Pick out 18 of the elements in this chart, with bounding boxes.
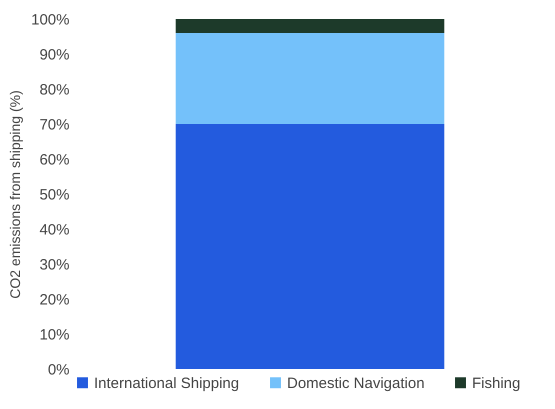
y-tick-label: 30% bbox=[39, 256, 70, 274]
bar bbox=[176, 124, 444, 369]
y-tick-label: 80% bbox=[39, 82, 70, 98]
legend-label: Fishing bbox=[472, 374, 520, 392]
y-tick-label: 90% bbox=[39, 46, 70, 64]
y-axis-title: CO2 emissions from shipping (%) bbox=[7, 90, 24, 299]
y-tick-label: 0% bbox=[48, 362, 70, 378]
y-tick-label: 20% bbox=[39, 292, 70, 308]
y-tick-label: 60% bbox=[39, 152, 70, 168]
legend-label: International Shipping bbox=[94, 374, 240, 392]
bar bbox=[176, 33, 444, 124]
y-tick-label: 100% bbox=[31, 12, 70, 28]
y-tick-label: 70% bbox=[39, 116, 70, 134]
bar bbox=[176, 19, 444, 33]
y-tick-label: 10% bbox=[39, 326, 70, 344]
legend-label: Domestic Navigation bbox=[287, 374, 425, 392]
y-tick-label: 50% bbox=[39, 186, 70, 204]
y-tick-label: 40% bbox=[39, 222, 70, 238]
